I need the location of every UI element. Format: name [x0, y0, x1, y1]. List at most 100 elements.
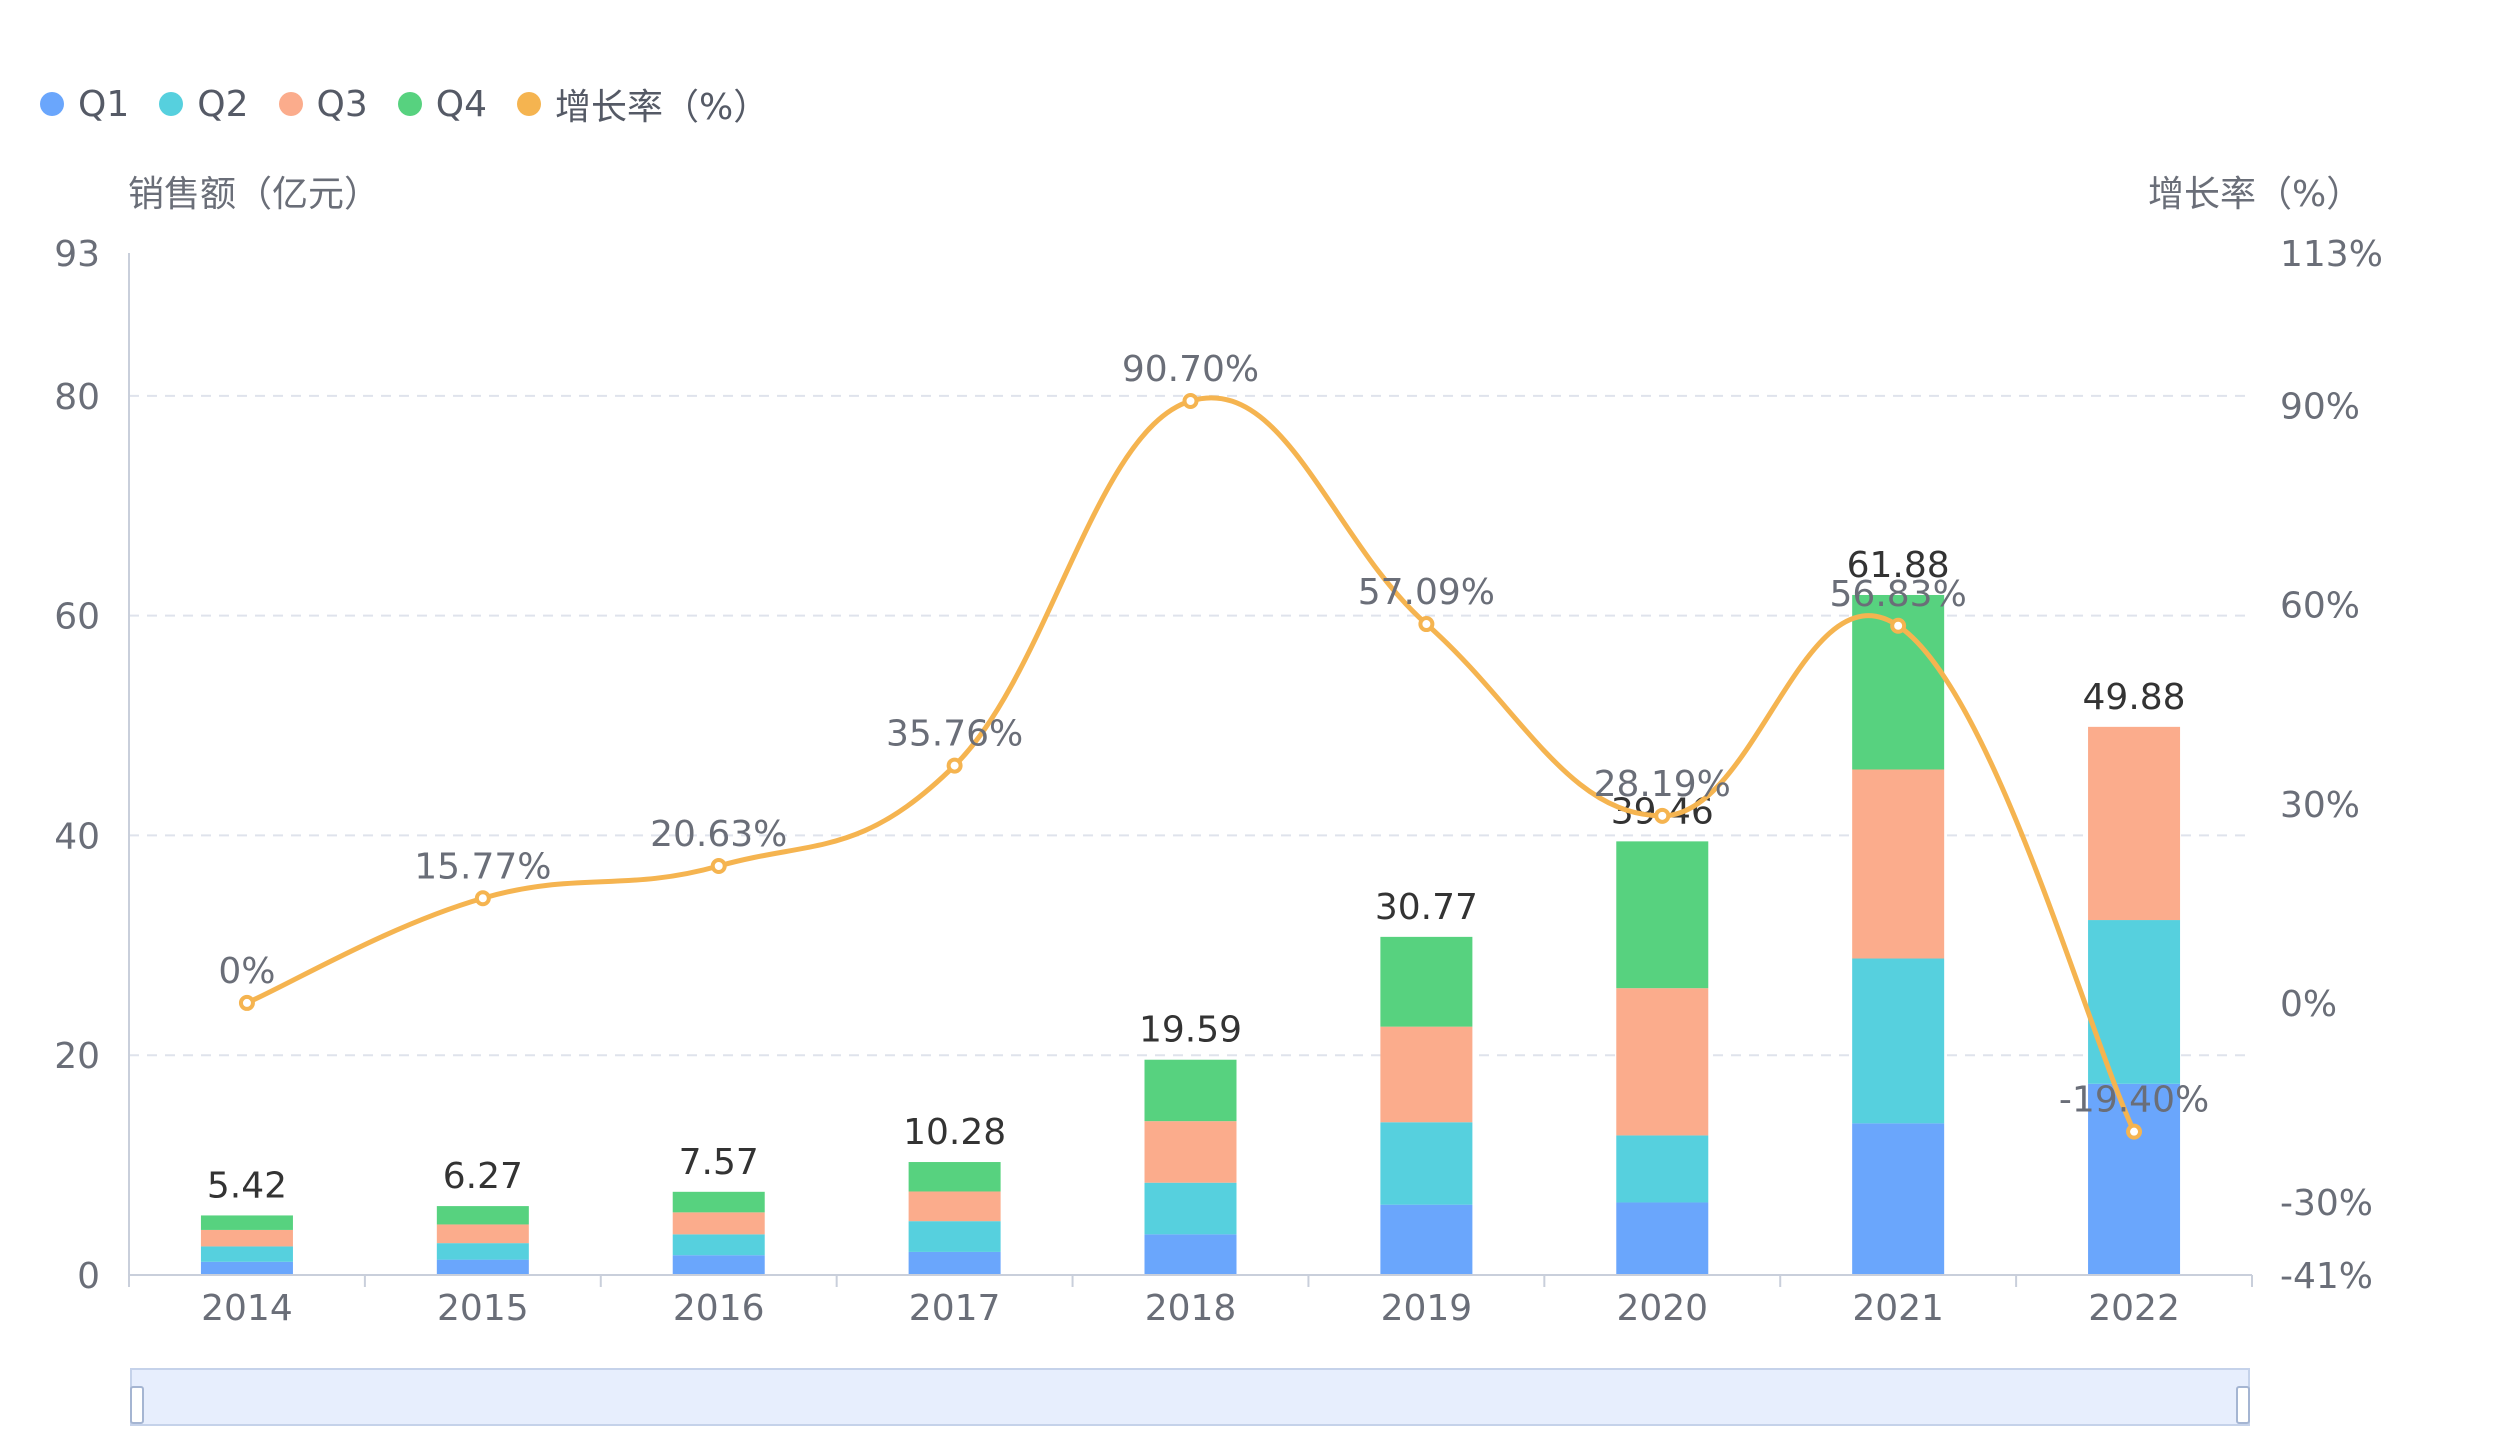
legend-label-growth-rate: 增长率（%） [555, 87, 770, 128]
left-axis-title: 销售额（亿元） [128, 174, 381, 215]
bar-segment-q2 [1852, 958, 1945, 1124]
bar-segment-q2 [672, 1234, 765, 1256]
bar-total-label: 30.77 [1375, 887, 1478, 928]
bar-total-label: 10.28 [903, 1112, 1006, 1153]
x-tick-label: 2018 [1145, 1288, 1237, 1329]
growth-rate-point [1418, 616, 1435, 633]
bar-segment-q3 [200, 1229, 293, 1247]
legend-item-q4[interactable]: Q4 [397, 83, 487, 125]
y-right-tick-label: 30% [2280, 785, 2360, 826]
growth-rate-label: -19.40% [2059, 1080, 2209, 1121]
growth-rate-label: 56.83% [1830, 574, 1967, 615]
x-tick-label: 2021 [1852, 1288, 1944, 1329]
y-right-tick-label: -30% [2280, 1183, 2373, 1224]
bar-segment-q3 [1852, 769, 1945, 959]
bar-segment-q1 [2088, 1083, 2181, 1275]
growth-rate-label: 0% [218, 951, 275, 992]
bar-segment-q2 [436, 1243, 529, 1260]
growth-rate-point [1182, 392, 1199, 409]
bar-segment-q2 [1144, 1182, 1237, 1235]
data-zoom-slider[interactable] [130, 1368, 2250, 1426]
x-tick-label: 2015 [437, 1288, 529, 1329]
bar-segment-q3 [2088, 726, 2181, 921]
legend-dot-q1 [40, 92, 64, 116]
growth-rate-point [1890, 617, 1907, 634]
bar-total-label: 19.59 [1139, 1010, 1242, 1051]
growth-rate-point [2126, 1123, 2143, 1140]
bar-segment-q4 [1616, 841, 1709, 989]
bar-segment-q1 [1380, 1204, 1473, 1275]
y-right-tick-label: 113% [2280, 234, 2383, 275]
legend-item-growth-rate[interactable]: 增长率（%） [517, 78, 769, 130]
bar-segment-q1 [1144, 1234, 1237, 1275]
growth-rate-label: 35.76% [886, 714, 1023, 755]
bar-segment-q3 [1616, 988, 1709, 1136]
legend-item-q2[interactable]: Q2 [159, 83, 249, 125]
growth-rate-point [946, 757, 963, 774]
growth-rate-label: 57.09% [1358, 572, 1495, 613]
bar-segment-q1 [200, 1261, 293, 1275]
x-tick-label: 2016 [673, 1288, 765, 1329]
y-left-tick-label: 20 [54, 1036, 100, 1077]
growth-rate-point [1654, 807, 1671, 824]
bar-segment-q2 [1616, 1135, 1709, 1203]
growth-rate-label: 28.19% [1594, 764, 1731, 805]
legend-item-q3[interactable]: Q3 [278, 83, 368, 125]
x-tick-label: 2022 [2088, 1288, 2180, 1329]
x-tick-label: 2019 [1381, 1288, 1473, 1329]
legend-label-q2: Q2 [197, 83, 249, 125]
y-right-tick-label: 60% [2280, 586, 2360, 627]
bar-segment-q1 [1852, 1123, 1945, 1275]
zoom-handle-right[interactable] [2236, 1386, 2250, 1424]
bar-segment-q4 [1144, 1059, 1237, 1122]
y-left-tick-label: 60 [54, 597, 100, 638]
bar-segment-q4 [436, 1206, 529, 1225]
x-tick-label: 2017 [909, 1288, 1001, 1329]
x-tick-label: 2020 [1616, 1288, 1708, 1329]
legend-item-q1[interactable]: Q1 [40, 84, 129, 125]
growth-rate-label: 15.77% [414, 846, 551, 887]
right-axis-title: 增长率（%） [2148, 174, 2363, 215]
bar-total-label: 6.27 [443, 1156, 523, 1197]
growth-rate-point [238, 994, 255, 1011]
bar-segment-q4 [672, 1191, 765, 1213]
y-right-tick-label: -41% [2280, 1256, 2373, 1297]
bar-segment-q4 [200, 1215, 293, 1230]
y-right-tick-label: 90% [2280, 387, 2360, 428]
y-left-tick-label: 80 [54, 377, 100, 418]
growth-rate-point [474, 890, 491, 907]
bar-total-label: 5.42 [207, 1165, 287, 1206]
zoom-handle-left[interactable] [130, 1386, 144, 1424]
legend-label-q1: Q1 [78, 83, 130, 125]
bar-segment-q1 [672, 1255, 765, 1275]
growth-rate-label: 90.70% [1122, 349, 1259, 390]
growth-rate-label: 20.63% [650, 814, 787, 855]
bar-segment-q1 [1616, 1202, 1709, 1275]
growth-rate-point [710, 858, 727, 875]
bar-total-label: 49.88 [2083, 677, 2186, 718]
legend-label-q4: Q4 [435, 83, 487, 125]
growth-rate-line [245, 395, 2137, 1133]
bar-total-label: 61.88 [1847, 545, 1950, 586]
legend-dot-growth-rate [517, 92, 541, 116]
y-left-tick-label: 0 [77, 1256, 100, 1297]
bar-segment-q2 [908, 1221, 1001, 1252]
legend-label-q3: Q3 [316, 83, 368, 125]
bar-segment-q3 [908, 1191, 1001, 1222]
bar-segment-q3 [436, 1224, 529, 1244]
x-tick-label: 2014 [201, 1288, 293, 1329]
legend: Q1 Q2 Q3 Q4 增长率（%） [40, 76, 799, 132]
legend-dot-q3 [278, 92, 303, 116]
legend-dot-q2 [159, 92, 184, 116]
y-left-tick-label: 40 [54, 816, 100, 857]
bar-segment-q3 [1380, 1026, 1473, 1123]
bar-total-label: 7.57 [679, 1142, 759, 1183]
bar-segment-q2 [200, 1246, 293, 1262]
bar-segment-q1 [436, 1259, 529, 1275]
bar-segment-q4 [908, 1162, 1001, 1192]
y-right-tick-label: 0% [2280, 984, 2337, 1025]
y-left-tick-label: 93 [54, 234, 100, 275]
bar-segment-q1 [908, 1251, 1001, 1275]
